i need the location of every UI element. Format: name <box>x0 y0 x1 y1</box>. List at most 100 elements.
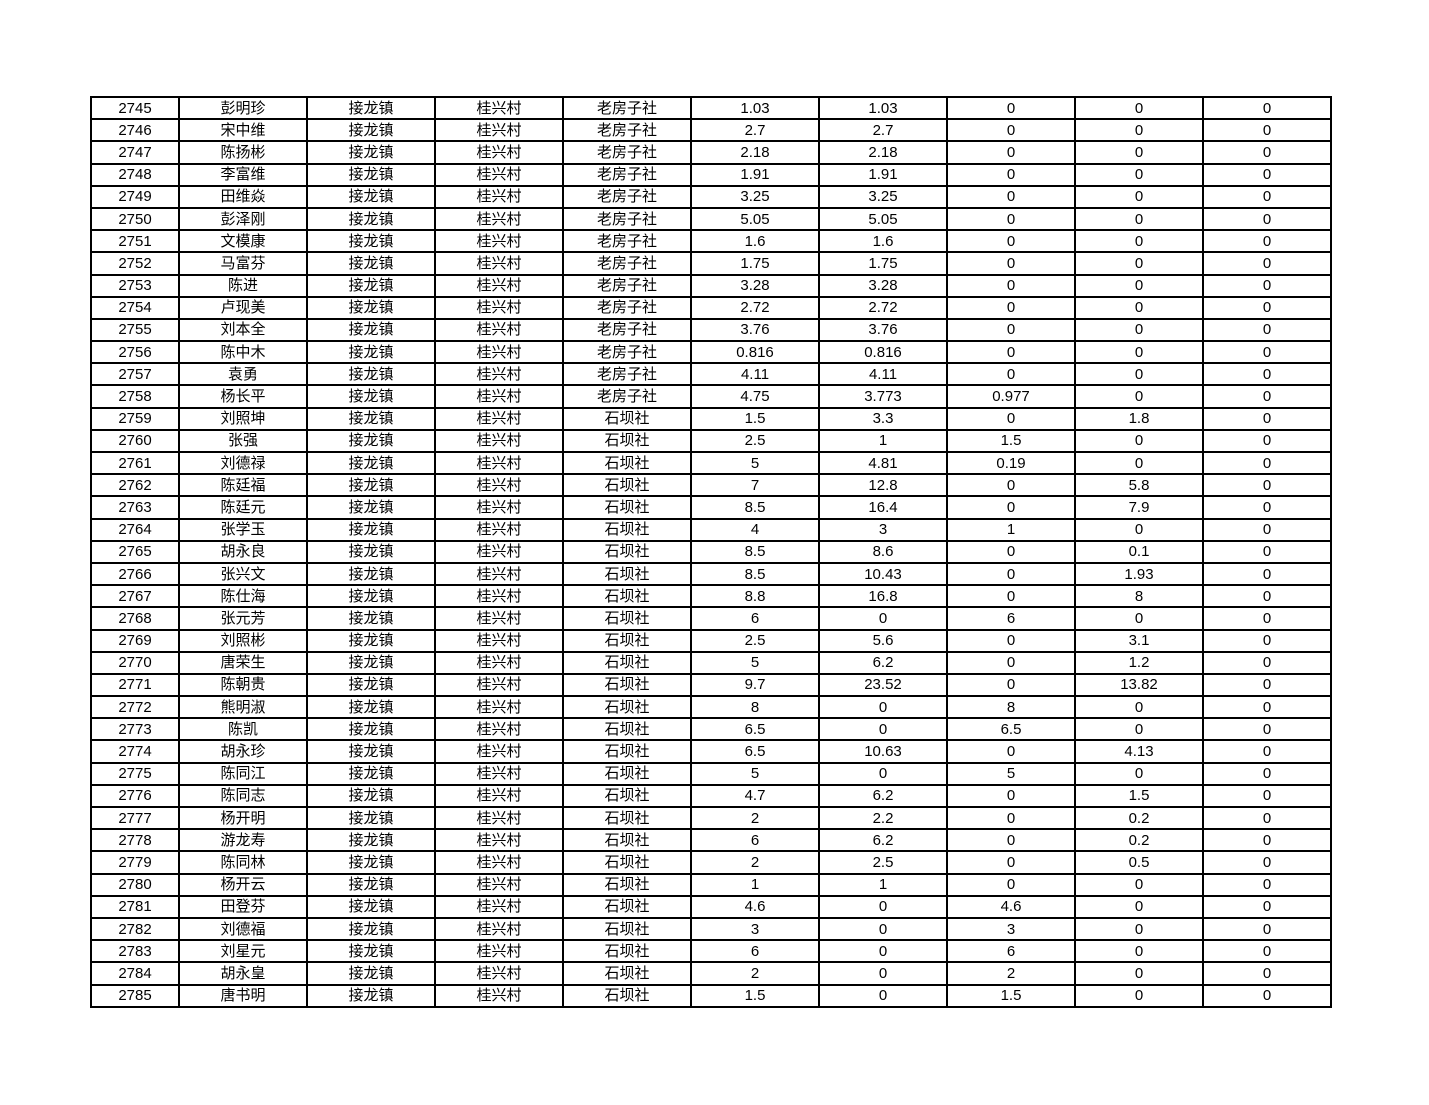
cell-value-3: 0.19 <box>946 450 1076 476</box>
table-row: 2769 刘照彬 接龙镇 桂兴村 石坝社 2.5 5.6 0 3.1 0 <box>90 628 1332 653</box>
cell-town: 接龙镇 <box>306 739 436 764</box>
cell-name: 张学玉 <box>178 517 308 542</box>
cell-serial-number: 2771 <box>90 672 180 698</box>
cell-serial-number: 2781 <box>90 894 180 919</box>
cell-value-3: 2 <box>946 961 1076 986</box>
cell-value-5: 0 <box>1202 229 1332 254</box>
cell-value-2: 2.5 <box>818 850 948 875</box>
cell-value-1: 6 <box>690 939 820 964</box>
cell-serial-number: 2772 <box>90 695 180 720</box>
cell-hamlet: 老房子社 <box>562 184 692 209</box>
cell-value-5: 0 <box>1202 561 1332 587</box>
cell-serial-number: 2753 <box>90 273 180 298</box>
cell-value-1: 5 <box>690 650 820 675</box>
cell-value-5: 0 <box>1202 717 1332 742</box>
cell-serial-number: 2782 <box>90 916 180 942</box>
cell-hamlet: 石坝社 <box>562 561 692 587</box>
cell-value-3: 1.5 <box>946 983 1076 1008</box>
cell-value-3: 0 <box>946 584 1076 609</box>
cell-value-5: 0 <box>1202 916 1332 942</box>
table-row: 2756 陈中木 接龙镇 桂兴村 老房子社 0.816 0.816 0 0 0 <box>90 340 1332 365</box>
cell-value-3: 0 <box>946 162 1076 187</box>
cell-value-2: 0 <box>818 983 948 1008</box>
cell-value-1: 4.75 <box>690 384 820 409</box>
cell-name: 刘本全 <box>178 317 308 343</box>
table-row: 2753 陈进 接龙镇 桂兴村 老房子社 3.28 3.28 0 0 0 <box>90 273 1332 298</box>
cell-village: 桂兴村 <box>434 517 564 542</box>
cell-value-4: 3.1 <box>1074 628 1204 653</box>
cell-village: 桂兴村 <box>434 295 564 320</box>
cell-name: 杨长平 <box>178 384 308 409</box>
cell-name: 张强 <box>178 428 308 454</box>
cell-value-2: 4.81 <box>818 450 948 476</box>
cell-serial-number: 2778 <box>90 828 180 853</box>
table-row: 2773 陈凯 接龙镇 桂兴村 石坝社 6.5 0 6.5 0 0 <box>90 717 1332 742</box>
cell-value-2: 3.3 <box>818 406 948 431</box>
cell-value-4: 4.13 <box>1074 739 1204 764</box>
cell-village: 桂兴村 <box>434 162 564 187</box>
cell-value-2: 2.18 <box>818 140 948 165</box>
cell-value-5: 0 <box>1202 95 1332 121</box>
cell-town: 接龙镇 <box>306 251 436 276</box>
cell-value-4: 0 <box>1074 983 1204 1008</box>
cell-value-2: 0 <box>818 961 948 986</box>
table-row: 2761 刘德禄 接龙镇 桂兴村 石坝社 5 4.81 0.19 0 0 <box>90 450 1332 476</box>
cell-name: 陈仕海 <box>178 584 308 609</box>
cell-value-4: 0 <box>1074 517 1204 542</box>
cell-name: 陈朝贵 <box>178 672 308 698</box>
cell-village: 桂兴村 <box>434 317 564 343</box>
cell-serial-number: 2750 <box>90 206 180 232</box>
cell-town: 接龙镇 <box>306 340 436 365</box>
cell-name: 胡永珍 <box>178 739 308 764</box>
cell-town: 接龙镇 <box>306 894 436 919</box>
cell-village: 桂兴村 <box>434 828 564 853</box>
cell-value-1: 3.76 <box>690 317 820 343</box>
cell-value-5: 0 <box>1202 628 1332 653</box>
cell-value-2: 6.2 <box>818 650 948 675</box>
cell-village: 桂兴村 <box>434 650 564 675</box>
table-row: 2777 杨开明 接龙镇 桂兴村 石坝社 2 2.2 0 0.2 0 <box>90 805 1332 831</box>
cell-value-1: 4 <box>690 517 820 542</box>
cell-value-4: 0 <box>1074 317 1204 343</box>
cell-hamlet: 石坝社 <box>562 628 692 653</box>
cell-village: 桂兴村 <box>434 805 564 831</box>
cell-village: 桂兴村 <box>434 362 564 387</box>
cell-serial-number: 2762 <box>90 473 180 498</box>
cell-value-5: 0 <box>1202 118 1332 143</box>
cell-value-2: 0 <box>818 606 948 631</box>
cell-value-1: 2.18 <box>690 140 820 165</box>
cell-town: 接龙镇 <box>306 561 436 587</box>
cell-value-3: 0 <box>946 828 1076 853</box>
table-row: 2758 杨长平 接龙镇 桂兴村 老房子社 4.75 3.773 0.977 0 0 <box>90 384 1332 409</box>
cell-town: 接龙镇 <box>306 628 436 653</box>
cell-value-5: 0 <box>1202 894 1332 919</box>
cell-town: 接龙镇 <box>306 584 436 609</box>
cell-value-1: 1 <box>690 872 820 897</box>
cell-value-5: 0 <box>1202 939 1332 964</box>
cell-value-2: 1.6 <box>818 229 948 254</box>
cell-hamlet: 石坝社 <box>562 695 692 720</box>
table-row: 2760 张强 接龙镇 桂兴村 石坝社 2.5 1 1.5 0 0 <box>90 428 1332 454</box>
cell-value-3: 0 <box>946 850 1076 875</box>
cell-value-3: 0 <box>946 473 1076 498</box>
cell-value-1: 4.6 <box>690 894 820 919</box>
cell-hamlet: 石坝社 <box>562 739 692 764</box>
table-row: 2766 张兴文 接龙镇 桂兴村 石坝社 8.5 10.43 0 1.93 0 <box>90 561 1332 587</box>
cell-value-2: 5.6 <box>818 628 948 653</box>
cell-name: 刘照坤 <box>178 406 308 431</box>
cell-value-3: 0.977 <box>946 384 1076 409</box>
cell-value-1: 6.5 <box>690 717 820 742</box>
cell-name: 刘德禄 <box>178 450 308 476</box>
table-row: 2762 陈廷福 接龙镇 桂兴村 石坝社 7 12.8 0 5.8 0 <box>90 473 1332 498</box>
cell-village: 桂兴村 <box>434 894 564 919</box>
cell-value-1: 8 <box>690 695 820 720</box>
table-row: 2770 唐荣生 接龙镇 桂兴村 石坝社 5 6.2 0 1.2 0 <box>90 650 1332 675</box>
cell-serial-number: 2766 <box>90 561 180 587</box>
cell-value-1: 6 <box>690 606 820 631</box>
cell-village: 桂兴村 <box>434 783 564 809</box>
cell-value-1: 2.7 <box>690 118 820 143</box>
cell-village: 桂兴村 <box>434 495 564 520</box>
cell-hamlet: 石坝社 <box>562 894 692 919</box>
cell-value-2: 0 <box>818 939 948 964</box>
cell-value-2: 4.11 <box>818 362 948 387</box>
